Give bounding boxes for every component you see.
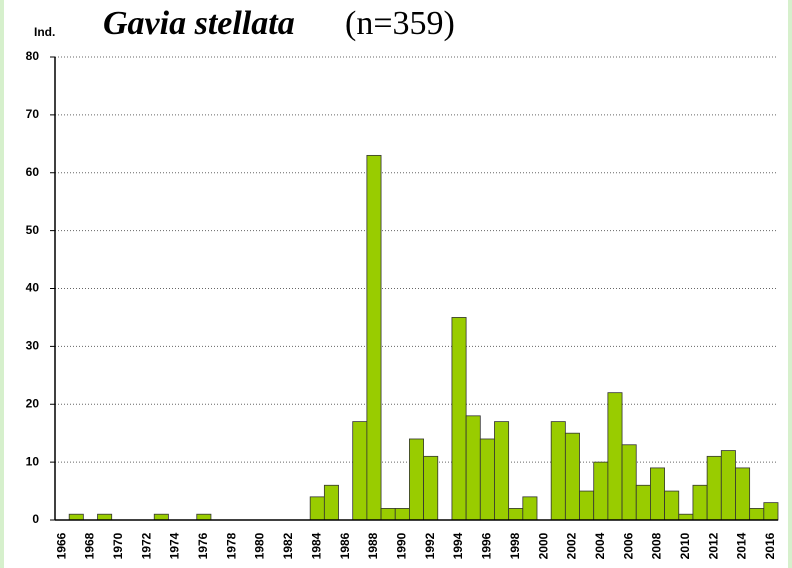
bar xyxy=(621,444,637,521)
y-tick-label: 50 xyxy=(26,223,40,237)
bar xyxy=(664,490,680,521)
x-tick-label: 1992 xyxy=(423,532,437,559)
bar xyxy=(650,467,665,521)
bar xyxy=(309,496,325,521)
bar xyxy=(323,484,339,521)
bar xyxy=(564,432,580,521)
y-tick-label: 80 xyxy=(26,49,40,63)
bar xyxy=(451,317,467,521)
x-tick-label: 1994 xyxy=(451,532,465,559)
bar xyxy=(607,392,623,521)
bar xyxy=(366,154,382,521)
y-axis-label: Ind. xyxy=(34,25,55,39)
bar xyxy=(678,513,694,521)
x-tick-label: 2016 xyxy=(763,532,777,559)
bar xyxy=(692,484,708,521)
x-tick-label: 1986 xyxy=(338,532,352,559)
bar xyxy=(763,502,779,521)
x-tick-label: 2000 xyxy=(536,532,550,559)
bar xyxy=(68,513,84,521)
x-tick-label: 1982 xyxy=(281,532,295,559)
x-tick-label: 2008 xyxy=(650,532,664,559)
x-tick-label: 2010 xyxy=(678,532,692,559)
bar xyxy=(735,467,751,521)
x-tick-label: 2006 xyxy=(621,532,635,559)
x-tick-label: 1984 xyxy=(309,532,323,559)
y-tick-label: 60 xyxy=(26,165,40,179)
x-tick-label: 2014 xyxy=(735,532,749,559)
bar xyxy=(579,490,595,521)
bar xyxy=(352,421,368,521)
bar xyxy=(465,415,481,521)
y-tick-label: 10 xyxy=(26,454,40,468)
x-tick-label: 1980 xyxy=(253,532,267,559)
bar xyxy=(706,455,722,521)
x-tick-label: 2004 xyxy=(593,532,607,559)
x-tick-label: 1968 xyxy=(83,532,97,559)
bar xyxy=(423,455,439,521)
bar xyxy=(720,450,736,521)
bar xyxy=(409,438,424,521)
plot-background xyxy=(4,0,788,568)
bar xyxy=(153,513,169,521)
y-tick-label: 0 xyxy=(32,512,39,526)
bar xyxy=(550,421,566,521)
x-tick-label: 2012 xyxy=(706,532,720,559)
x-tick-label: 1978 xyxy=(224,532,238,559)
x-tick-label: 1974 xyxy=(168,532,182,559)
x-tick-label: 1996 xyxy=(480,532,494,559)
chart-title: Gavia stellata xyxy=(103,5,295,42)
x-tick-label: 1990 xyxy=(394,532,408,559)
bar xyxy=(97,513,113,521)
bar xyxy=(479,438,495,521)
bar xyxy=(749,508,765,521)
bar xyxy=(380,508,396,521)
bar xyxy=(635,484,651,521)
x-tick-label: 1966 xyxy=(54,532,68,559)
bar xyxy=(394,508,410,521)
bar xyxy=(593,461,609,521)
bar xyxy=(508,508,524,521)
x-tick-label: 1988 xyxy=(366,532,380,559)
x-tick-label: 1976 xyxy=(196,532,210,559)
bar xyxy=(196,513,212,521)
bar xyxy=(522,496,538,521)
x-tick-label: 1970 xyxy=(111,532,125,559)
bar xyxy=(494,421,510,521)
x-tick-label: 1998 xyxy=(508,532,522,559)
y-tick-label: 40 xyxy=(26,281,40,295)
x-tick-label: 1972 xyxy=(139,532,153,559)
y-tick-label: 70 xyxy=(26,107,40,121)
chart-subtitle: (n=359) xyxy=(345,5,455,42)
y-tick-label: 20 xyxy=(26,396,40,410)
x-tick-label: 2002 xyxy=(565,532,579,559)
y-tick-label: 30 xyxy=(26,339,40,353)
